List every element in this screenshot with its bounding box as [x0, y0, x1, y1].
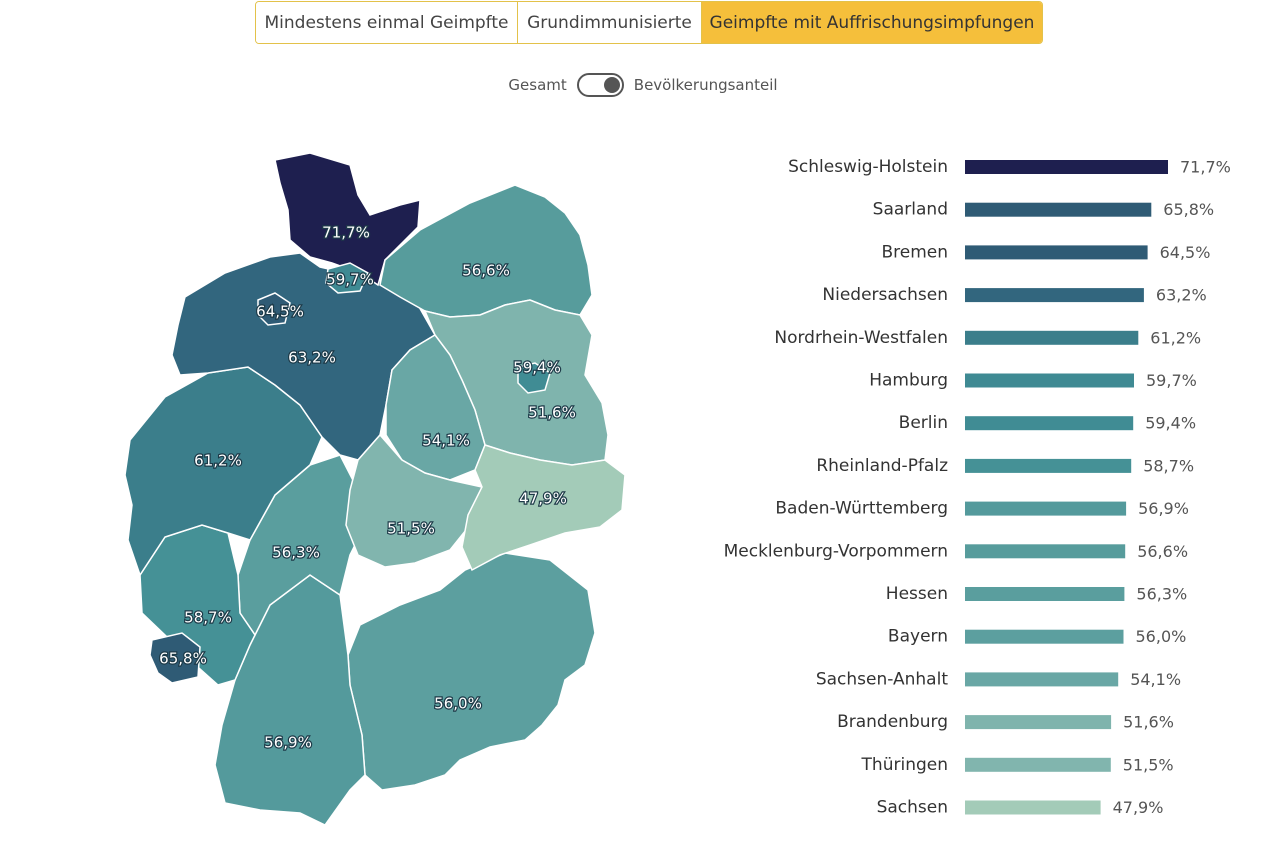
map-region-bayern[interactable]	[347, 552, 596, 791]
bar-value-bremen: 64,5%	[1160, 243, 1211, 262]
map-label-brandenburg: 51,6%	[528, 404, 576, 422]
bar-label-bremen: Bremen	[881, 242, 948, 262]
map-region-saarland[interactable]	[149, 632, 201, 684]
bar-niedersachsen[interactable]	[965, 288, 1144, 303]
bar-sachsen[interactable]	[965, 800, 1101, 815]
bar-value-hamburg: 59,7%	[1146, 371, 1197, 390]
map-region-thueringen[interactable]	[345, 433, 483, 568]
bar-label-brandenburg: Brandenburg	[837, 712, 948, 732]
bar-value-thueringen: 51,5%	[1123, 755, 1174, 774]
bar-value-bayern: 56,0%	[1136, 627, 1187, 646]
bar-schleswig-holstein[interactable]	[965, 160, 1168, 174]
bar-label-schleswig-holstein: Schleswig-Holstein	[788, 157, 948, 177]
bar-label-nordrhein-westfalen: Nordrhein-Westfalen	[774, 328, 948, 348]
map-label-bayern: 56,0%	[434, 695, 482, 713]
bar-sachsen-anhalt[interactable]	[965, 672, 1119, 687]
map-label-bremen: 64,5%	[256, 303, 304, 321]
map-label-sachsen-anhalt: 54,1%	[422, 432, 470, 450]
bar-brandenburg[interactable]	[965, 715, 1112, 730]
toggle-switch[interactable]	[576, 73, 624, 97]
bar-value-niedersachsen: 63,2%	[1156, 286, 1207, 305]
map-region-berlin[interactable]	[517, 362, 551, 394]
bar-value-sachsen-anhalt: 54,1%	[1130, 670, 1181, 689]
map-region-schleswig-holstein[interactable]	[274, 152, 421, 287]
bar-thueringen[interactable]	[965, 757, 1111, 772]
bar-value-nordrhein-westfalen: 61,2%	[1150, 328, 1201, 347]
map-label-thueringen: 51,5%	[387, 520, 435, 538]
map-label-rheinland-pfalz: 58,7%	[184, 609, 232, 627]
bar-label-sachsen-anhalt: Sachsen-Anhalt	[816, 669, 948, 689]
bar-bremen[interactable]	[965, 245, 1148, 260]
bar-value-hessen: 56,3%	[1136, 585, 1187, 604]
map-label-nordrhein-westfalen: 61,2%	[194, 452, 242, 470]
bar-value-berlin: 59,4%	[1145, 414, 1196, 433]
bar-value-mecklenburg-vorpommern: 56,6%	[1137, 542, 1188, 561]
bar-value-saarland: 65,8%	[1163, 200, 1214, 219]
tab-mindestens-einmal-geimpfte[interactable]: Mindestens einmal Geimpfte	[256, 2, 518, 43]
bar-value-rheinland-pfalz: 58,7%	[1143, 456, 1194, 475]
tab-grundimmunisierte[interactable]: Grundimmunisierte	[518, 2, 702, 43]
tab-group: Mindestens einmal Geimpfte Grundimmunisi…	[255, 1, 1043, 44]
bar-value-brandenburg: 51,6%	[1123, 713, 1174, 732]
map-label-hessen: 56,3%	[272, 544, 320, 562]
map-region-hamburg[interactable]	[325, 262, 369, 294]
bar-label-bayern: Bayern	[888, 627, 948, 647]
bar-baden-wuerttemberg[interactable]	[965, 501, 1127, 516]
bar-bayern[interactable]	[965, 629, 1124, 644]
bar-rheinland-pfalz[interactable]	[965, 458, 1132, 473]
toggle-knob	[603, 77, 620, 93]
map-label-hamburg: 59,7%	[326, 271, 374, 289]
map-label-niedersachsen: 63,2%	[288, 349, 336, 367]
bar-label-thueringen: Thüringen	[861, 755, 948, 775]
map-region-sachsen[interactable]	[461, 444, 626, 572]
display-mode-toggle: Gesamt Bevölkerungsanteil	[0, 73, 1286, 97]
bar-label-saarland: Saarland	[873, 200, 948, 220]
map-label-baden-wuerttemberg: 56,9%	[264, 734, 312, 752]
bar-label-baden-wuerttemberg: Baden-Württemberg	[775, 499, 948, 519]
bar-label-niedersachsen: Niedersachsen	[822, 285, 948, 305]
map-region-baden-wuerttemberg[interactable]	[214, 574, 366, 826]
bar-saarland[interactable]	[965, 202, 1152, 217]
bar-berlin[interactable]	[965, 416, 1134, 431]
bar-value-schleswig-holstein: 71,7%	[1180, 158, 1231, 177]
bar-value-sachsen: 47,9%	[1113, 798, 1164, 817]
map-label-saarland: 65,8%	[159, 650, 207, 668]
map-region-niedersachsen[interactable]	[171, 252, 437, 461]
tab-auffrischungsimpfungen[interactable]: Geimpfte mit Auffrischungsimpfungen	[702, 2, 1042, 43]
bar-mecklenburg-vorpommern[interactable]	[965, 544, 1126, 559]
bar-value-baden-wuerttemberg: 56,9%	[1138, 499, 1189, 518]
toggle-label-gesamt[interactable]: Gesamt	[508, 76, 567, 94]
bar-hamburg[interactable]	[965, 373, 1134, 388]
toggle-label-bevoelkerungsanteil[interactable]: Bevölkerungsanteil	[633, 76, 778, 94]
germany-map: 71,7% 59,7% 64,5% 63,2% 56,6% 51,6% 59,4% 54,1%…	[124, 152, 626, 826]
bar-hessen[interactable]	[965, 587, 1125, 601]
bar-label-rheinland-pfalz: Rheinland-Pfalz	[816, 456, 948, 476]
bar-label-hamburg: Hamburg	[869, 371, 948, 391]
bar-label-mecklenburg-vorpommern: Mecklenburg-Vorpommern	[724, 541, 948, 561]
bar-nordrhein-westfalen[interactable]	[965, 330, 1139, 345]
bar-label-sachsen: Sachsen	[877, 798, 948, 818]
bar-label-hessen: Hessen	[886, 584, 948, 604]
map-region-bremen[interactable]	[257, 292, 291, 326]
bar-chart: Schleswig-Holstein 71,7% Saarland 65,8% Brem…	[724, 157, 1231, 818]
map-label-sachsen: 47,9%	[519, 490, 567, 508]
map-label-mecklenburg-vorpommern: 56,6%	[462, 262, 510, 280]
map-label-berlin: 59,4%	[513, 359, 561, 377]
bar-label-berlin: Berlin	[899, 413, 948, 433]
map-label-schleswig-holstein: 71,7%	[322, 224, 370, 242]
